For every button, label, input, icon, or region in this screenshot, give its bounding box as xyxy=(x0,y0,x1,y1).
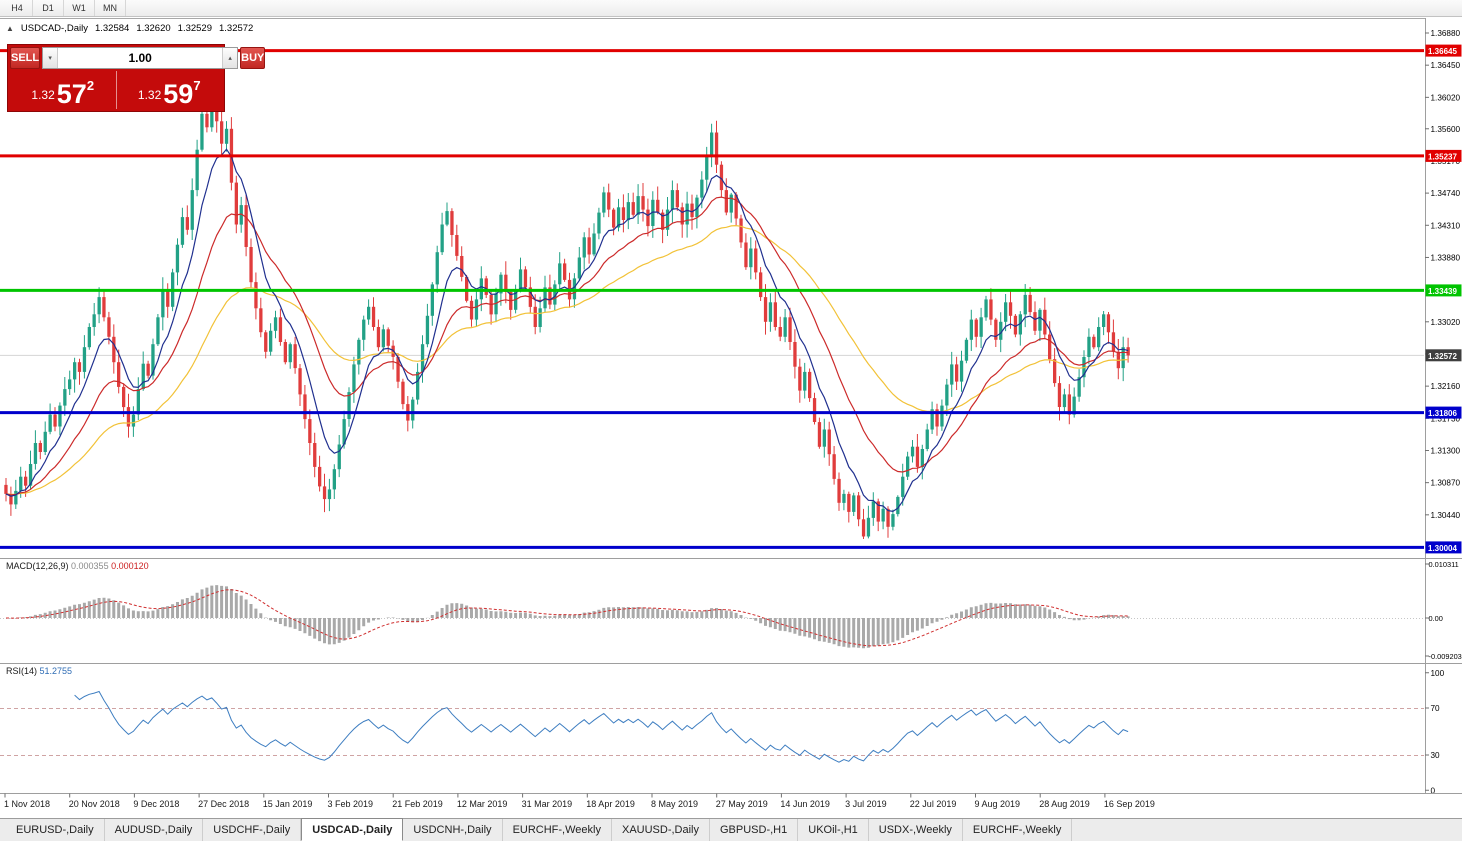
macd-label: MACD(12,26,9) 0.000355 0.000120 xyxy=(6,561,149,571)
chart-ohlc-header: ▲ USDCAD-,Daily 1.32584 1.32620 1.32529 … xyxy=(6,23,253,34)
svg-text:3 Feb 2019: 3 Feb 2019 xyxy=(328,799,374,809)
svg-text:1.31730: 1.31730 xyxy=(1431,414,1461,423)
svg-text:0: 0 xyxy=(1431,786,1436,795)
current-price-badge: 1.32572 xyxy=(1425,349,1462,362)
svg-text:1.30440: 1.30440 xyxy=(1431,511,1461,520)
buy-price-big: 59 xyxy=(163,79,194,110)
price-level-badge: 1.33439 xyxy=(1425,284,1462,297)
price-chart: 1.368801.364501.360201.356001.351701.347… xyxy=(0,18,1462,816)
svg-text:31 Mar 2019: 31 Mar 2019 xyxy=(522,799,573,809)
svg-text:1 Nov 2018: 1 Nov 2018 xyxy=(4,799,50,809)
ohlc-close: 1.32572 xyxy=(219,23,254,34)
svg-text:20 Nov 2018: 20 Nov 2018 xyxy=(69,799,120,809)
chart-tab-eurchf-weekly[interactable]: EURCHF-,Weekly xyxy=(503,819,612,841)
price-level-badge: 1.36645 xyxy=(1425,44,1462,57)
ohlc-high: 1.32620 xyxy=(136,23,171,34)
sell-price-big: 57 xyxy=(56,79,87,110)
collapse-trade-panel-icon[interactable]: ▲ xyxy=(6,24,14,33)
macd-panel xyxy=(0,585,1424,649)
svg-text:14 Jun 2019: 14 Jun 2019 xyxy=(780,799,830,809)
svg-text:27 Dec 2018: 27 Dec 2018 xyxy=(198,799,249,809)
timeframe-w1[interactable]: W1 xyxy=(64,0,95,16)
price-level-badge: 1.35237 xyxy=(1425,149,1462,162)
ohlc-low: 1.32529 xyxy=(177,23,212,34)
sell-price-small: 1.32 xyxy=(31,88,55,102)
price-level-badge: 1.31806 xyxy=(1425,406,1462,419)
svg-text:22 Jul 2019: 22 Jul 2019 xyxy=(910,799,957,809)
svg-text:1.33439: 1.33439 xyxy=(1428,287,1457,296)
svg-text:27 May 2019: 27 May 2019 xyxy=(716,799,768,809)
rsi-label: RSI(14) 51.2755 xyxy=(6,666,72,676)
chart-tab-gbpusd-h1[interactable]: GBPUSD-,H1 xyxy=(710,819,799,841)
sell-price-sup: 2 xyxy=(86,78,95,93)
svg-text:15 Jan 2019: 15 Jan 2019 xyxy=(263,799,313,809)
svg-text:28 Aug 2019: 28 Aug 2019 xyxy=(1039,799,1090,809)
level-lines[interactable] xyxy=(0,49,1424,549)
svg-text:8 May 2019: 8 May 2019 xyxy=(651,799,698,809)
timeframe-toolbar: H4 D1 W1 MN xyxy=(0,0,1462,17)
svg-text:1.33880: 1.33880 xyxy=(1431,253,1461,262)
svg-text:1.31806: 1.31806 xyxy=(1428,409,1457,418)
svg-text:1.36645: 1.36645 xyxy=(1428,47,1457,56)
chart-tab-usdcad-daily[interactable]: USDCAD-,Daily xyxy=(301,818,404,841)
ma-fast-line xyxy=(5,148,1129,513)
sell-button[interactable]: SELL xyxy=(10,47,41,69)
svg-text:3 Jul 2019: 3 Jul 2019 xyxy=(845,799,887,809)
svg-text:30: 30 xyxy=(1431,751,1441,760)
svg-text:16 Sep 2019: 16 Sep 2019 xyxy=(1104,799,1155,809)
svg-text:0.010311: 0.010311 xyxy=(1429,560,1459,569)
volume-input[interactable] xyxy=(58,48,223,68)
time-axis[interactable]: 1 Nov 2018 20 Nov 2018 9 Dec 2018 27 Dec 20… xyxy=(4,793,1155,810)
svg-text:1.35600: 1.35600 xyxy=(1431,125,1461,134)
svg-text:9 Dec 2018: 9 Dec 2018 xyxy=(133,799,179,809)
svg-text:1.34310: 1.34310 xyxy=(1431,221,1461,230)
svg-text:21 Feb 2019: 21 Feb 2019 xyxy=(392,799,443,809)
svg-text:1.32160: 1.32160 xyxy=(1431,382,1461,391)
candles-layer xyxy=(0,91,1424,539)
svg-text:-0.009203: -0.009203 xyxy=(1429,652,1462,661)
sell-price-display[interactable]: 1.32 57 2 xyxy=(10,71,117,109)
buy-price-sup: 7 xyxy=(193,78,201,93)
timeframe-h4[interactable]: H4 xyxy=(2,0,33,16)
chart-tab-eurusd-daily[interactable]: EURUSD-,Daily xyxy=(6,819,105,841)
chart-tab-usdcnh-daily[interactable]: USDCNH-,Daily xyxy=(403,819,503,841)
svg-text:1.36880: 1.36880 xyxy=(1431,29,1461,38)
buy-price-small: 1.32 xyxy=(137,88,162,102)
svg-text:12 Mar 2019: 12 Mar 2019 xyxy=(457,799,508,809)
svg-text:1.30870: 1.30870 xyxy=(1431,479,1461,488)
ma-medium-line xyxy=(5,196,1129,496)
svg-text:9 Aug 2019: 9 Aug 2019 xyxy=(975,799,1021,809)
svg-text:1.30004: 1.30004 xyxy=(1428,544,1457,553)
svg-text:1.32572: 1.32572 xyxy=(1428,352,1457,361)
chart-tab-eurchf-weekly[interactable]: EURCHF-,Weekly xyxy=(963,819,1073,841)
svg-text:1.35237: 1.35237 xyxy=(1428,152,1457,161)
svg-text:1.36450: 1.36450 xyxy=(1431,61,1461,70)
svg-text:100: 100 xyxy=(1431,669,1445,678)
chart-tab-bar: EURUSD-,Daily AUDUSD-,Daily USDCHF-,Daily U… xyxy=(0,818,1462,841)
price-level-badge: 1.30004 xyxy=(1425,541,1462,554)
timeframe-mn[interactable]: MN xyxy=(95,0,126,16)
ohlc-open: 1.32584 xyxy=(94,23,130,34)
buy-button[interactable]: BUY xyxy=(240,47,266,69)
chart-tab-usdx-weekly[interactable]: USDX-,Weekly xyxy=(869,819,963,841)
svg-text:1.34740: 1.34740 xyxy=(1431,189,1461,198)
svg-text:18 Apr 2019: 18 Apr 2019 xyxy=(586,799,635,809)
svg-text:1.31300: 1.31300 xyxy=(1431,446,1461,455)
svg-text:70: 70 xyxy=(1431,704,1441,713)
buy-price-display[interactable]: 1.32 59 7 xyxy=(117,71,223,109)
volume-dropdown-button[interactable]: ▾ xyxy=(43,48,59,68)
chart-tab-usdchf-daily[interactable]: USDCHF-,Daily xyxy=(203,819,302,841)
timeframe-d1[interactable]: D1 xyxy=(33,0,64,16)
volume-up-button[interactable]: ▴ xyxy=(222,48,238,68)
volume-control: ▾ ▴ xyxy=(42,47,239,69)
svg-text:0.00: 0.00 xyxy=(1429,614,1443,623)
svg-text:1.36020: 1.36020 xyxy=(1431,93,1461,102)
rsi-panel xyxy=(0,690,1424,763)
chart-tab-xauusd-daily[interactable]: XAUUSD-,Daily xyxy=(612,819,710,841)
chart-tab-ukoil-h1[interactable]: UKOil-,H1 xyxy=(798,819,869,841)
chart-title: USDCAD-,Daily xyxy=(20,23,88,34)
svg-text:1.33020: 1.33020 xyxy=(1431,318,1461,327)
chart-tab-audusd-daily[interactable]: AUDUSD-,Daily xyxy=(105,819,204,841)
